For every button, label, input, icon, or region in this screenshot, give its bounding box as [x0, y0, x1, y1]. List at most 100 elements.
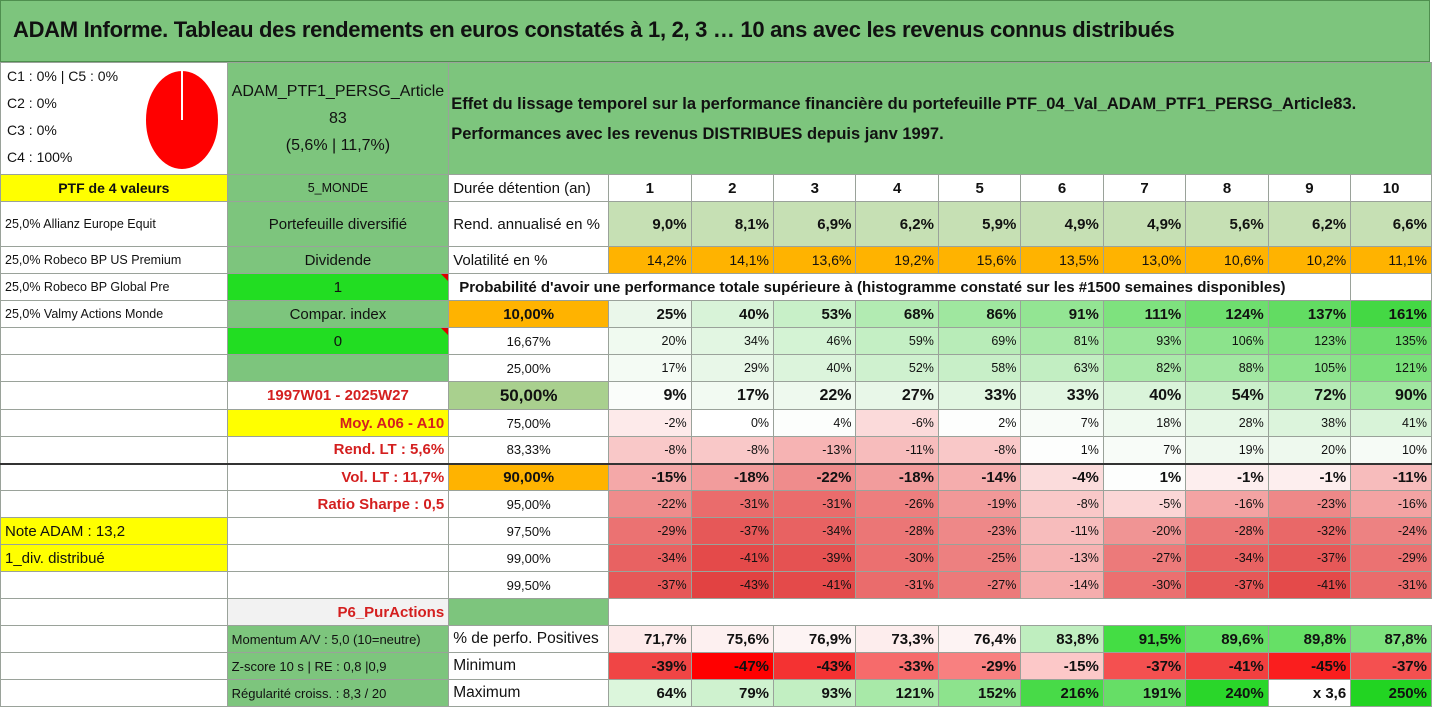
- dividend-count-input[interactable]: 1: [226, 273, 450, 301]
- quantile-value: -18%: [690, 462, 775, 491]
- quantile-value: -14%: [1020, 571, 1104, 599]
- quantile-value: 2%: [937, 409, 1022, 437]
- quantile-label: 16,67%: [448, 327, 610, 355]
- quantile-value: 105%: [1267, 354, 1352, 382]
- min-value: -37%: [1102, 652, 1187, 680]
- year-header: 2: [690, 174, 775, 202]
- quantile-value: -31%: [855, 571, 939, 599]
- regularity-label: Régularité croiss. : 8,3 / 20: [226, 679, 450, 707]
- quantile-value: 135%: [1350, 327, 1432, 355]
- quantile-value: 20%: [1267, 436, 1352, 464]
- quantile-value: 52%: [855, 354, 939, 382]
- empty-cell: [0, 625, 228, 653]
- quantile-value: -8%: [608, 436, 692, 464]
- quantile-value: -14%: [937, 462, 1022, 491]
- quantile-label: 83,33%: [448, 436, 610, 464]
- quantile-value: -1%: [1267, 462, 1352, 491]
- momentum-label: Momentum A/V : 5,0 (10=neutre): [226, 625, 450, 653]
- moy-label: Moy. A06 - A10: [226, 409, 450, 437]
- max-value: x 3,6: [1267, 679, 1352, 707]
- quantile-value: 9%: [608, 381, 692, 410]
- quantile-value: -15%: [608, 462, 692, 491]
- holding-1: 25,0% Allianz Europe Equit: [0, 201, 228, 247]
- year-header: 1: [608, 174, 692, 202]
- empty-cell: [226, 517, 450, 545]
- rend-value: 6,6%: [1350, 201, 1432, 247]
- quantile-value: 25%: [608, 300, 692, 328]
- report-title: ADAM Informe. Tableau des rendements en …: [0, 0, 1430, 62]
- year-header: 10: [1350, 174, 1432, 202]
- sharpe-label: Ratio Sharpe : 0,5: [226, 490, 450, 518]
- quantile-value: -16%: [1185, 490, 1269, 518]
- holding-2: 25,0% Robeco BP US Premium: [0, 246, 228, 274]
- quantile-value: 40%: [1102, 381, 1187, 410]
- quantile-value: -23%: [937, 517, 1022, 545]
- quantile-value: 124%: [1185, 300, 1269, 328]
- portfolio-stats: (5,6% | 11,7%): [285, 137, 391, 154]
- quantile-label: 25,00%: [448, 354, 610, 382]
- pos-value: 76,4%: [937, 625, 1022, 653]
- quantile-value: 7%: [1102, 436, 1187, 464]
- max-value: 191%: [1102, 679, 1187, 707]
- empty-cell: [0, 598, 228, 626]
- min-value: -43%: [773, 652, 857, 680]
- quantile-value: -4%: [1020, 462, 1104, 491]
- pos-value: 73,3%: [855, 625, 939, 653]
- quantile-value: -41%: [773, 571, 857, 599]
- empty-cell: [0, 679, 228, 707]
- quantile-label: 75,00%: [448, 409, 610, 437]
- quantile-value: 121%: [1350, 354, 1432, 382]
- quantile-value: 88%: [1185, 354, 1269, 382]
- empty-cell: [0, 381, 228, 410]
- quantile-value: -20%: [1102, 517, 1187, 545]
- quantile-value: -27%: [1102, 544, 1187, 572]
- pos-value: 89,8%: [1267, 625, 1352, 653]
- min-value: -29%: [937, 652, 1022, 680]
- quantile-value: 41%: [1350, 409, 1432, 437]
- quantile-value: 1%: [1020, 436, 1104, 464]
- quantile-value: -37%: [690, 517, 775, 545]
- quantile-value: 63%: [1020, 354, 1104, 382]
- quantile-label: 99,50%: [448, 571, 610, 599]
- holding-3: 25,0% Robeco BP Global Pre: [0, 273, 228, 301]
- pos-value: 91,5%: [1102, 625, 1187, 653]
- vol-value: 19,2%: [855, 246, 939, 274]
- quantile-value: 29%: [690, 354, 775, 382]
- empty-cell: [0, 571, 228, 599]
- vol-value: 11,1%: [1350, 246, 1432, 274]
- quantile-value: -8%: [937, 436, 1022, 464]
- quantile-value: 91%: [1020, 300, 1104, 328]
- quantile-value: 22%: [773, 381, 857, 410]
- quantile-value: -13%: [773, 436, 857, 464]
- empty-cell: [0, 436, 228, 464]
- quantile-value: -27%: [937, 571, 1022, 599]
- pos-value: 87,8%: [1350, 625, 1432, 653]
- quantile-value: 40%: [773, 354, 857, 382]
- quantile-value: 86%: [937, 300, 1022, 328]
- quantile-value: -11%: [855, 436, 939, 464]
- portfolio-name: ADAM_PTF1_PERSG_Article: [231, 83, 445, 100]
- quantile-value: -8%: [1020, 490, 1104, 518]
- quantile-value: 161%: [1350, 300, 1432, 328]
- quantile-value: 7%: [1020, 409, 1104, 437]
- quantile-value: 46%: [773, 327, 857, 355]
- quantile-value: 123%: [1267, 327, 1352, 355]
- quantile-value: -5%: [1102, 490, 1187, 518]
- quantile-value: 4%: [773, 409, 857, 437]
- quantile-value: -26%: [855, 490, 939, 518]
- year-header: 5: [937, 174, 1022, 202]
- quantile-value: 38%: [1267, 409, 1352, 437]
- quantile-value: 68%: [855, 300, 939, 328]
- empty-cell: [226, 544, 450, 572]
- min-value: -37%: [1350, 652, 1432, 680]
- rend-value: 5,9%: [937, 201, 1022, 247]
- quantile-value: -31%: [1350, 571, 1432, 599]
- rend-value: 6,2%: [1267, 201, 1352, 247]
- quantile-value: 18%: [1102, 409, 1187, 437]
- vol-value: 15,6%: [937, 246, 1022, 274]
- quantile-label: 50,00%: [448, 381, 610, 410]
- compar-index-input[interactable]: 0: [226, 327, 450, 355]
- quantile-value: -22%: [608, 490, 692, 518]
- duration-label: Durée détention (an): [448, 174, 610, 202]
- min-label: Minimum: [448, 652, 610, 680]
